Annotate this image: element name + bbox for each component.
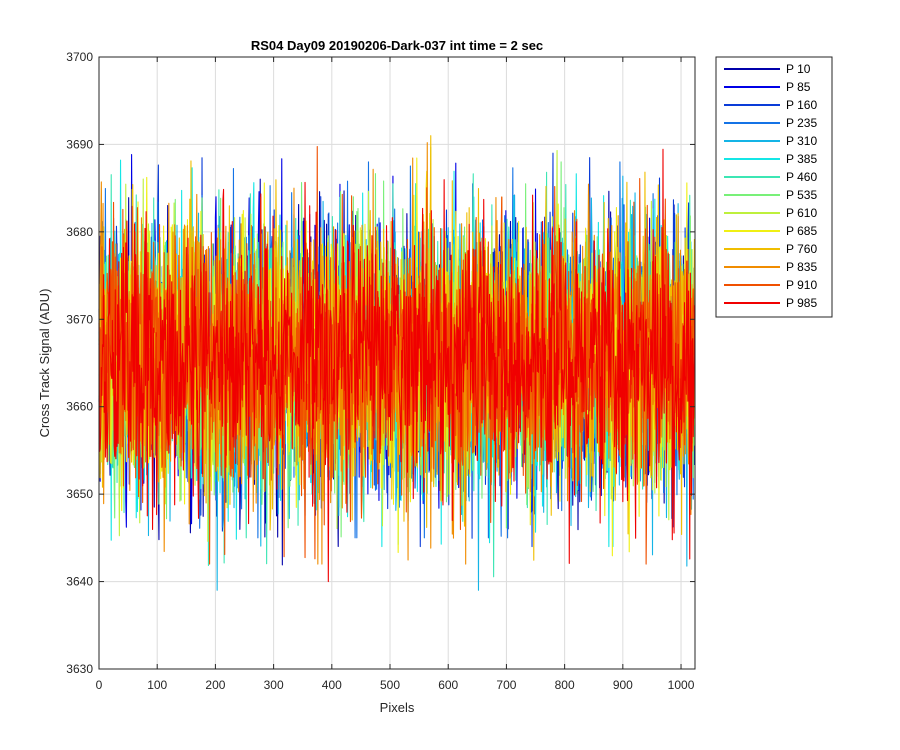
y-tick-label: 3680 (66, 225, 93, 239)
legend-label: P 985 (786, 296, 817, 310)
legend-label: P 835 (786, 260, 817, 274)
x-tick-label: 600 (438, 678, 458, 692)
legend-label: P 10 (786, 62, 811, 76)
chart-title: RS04 Day09 20190206-Dark-037 int time = … (251, 38, 543, 53)
legend-label: P 910 (786, 278, 817, 292)
legend-label: P 85 (786, 80, 811, 94)
series-line-p910 (98, 146, 695, 565)
x-tick-label: 100 (147, 678, 167, 692)
y-tick-label: 3640 (66, 575, 93, 589)
plot-frame (98, 56, 696, 670)
y-tick-label: 3630 (66, 662, 93, 676)
legend: P 10 P 85 P 160 P 235 P 310 P 385 P 460 P 535 P … (715, 56, 833, 318)
axis-ticks: 0 100 200 300 400 500 600 700 800 900 1000 3630 3640… (66, 50, 695, 692)
x-tick-label: 800 (555, 678, 575, 692)
y-tick-label: 3690 (66, 137, 93, 151)
legend-label: P 460 (786, 170, 817, 184)
legend-label: P 760 (786, 242, 817, 256)
legend-label: P 610 (786, 206, 817, 220)
legend-label: P 235 (786, 116, 817, 130)
x-tick-label: 300 (264, 678, 284, 692)
legend-label: P 160 (786, 98, 817, 112)
y-axis-label: Cross Track Signal (ADU) (37, 289, 52, 438)
legend-label: P 385 (786, 152, 817, 166)
x-tick-label: 200 (205, 678, 225, 692)
y-tick-label: 3650 (66, 487, 93, 501)
x-tick-label: 1000 (668, 678, 695, 692)
legend-box (715, 56, 833, 318)
x-tick-label: 500 (380, 678, 400, 692)
series-lines (98, 135, 695, 591)
y-tick-label: 3660 (66, 400, 93, 414)
y-tick-label: 3700 (66, 50, 93, 64)
legend-label: P 310 (786, 134, 817, 148)
x-tick-label: 0 (96, 678, 103, 692)
x-tick-label: 400 (322, 678, 342, 692)
x-tick-label: 900 (613, 678, 633, 692)
legend-label: P 685 (786, 224, 817, 238)
y-tick-label: 3670 (66, 312, 93, 326)
x-tick-label: 700 (496, 678, 516, 692)
series-line-p985 (98, 148, 695, 583)
x-axis-label: Pixels (380, 700, 415, 715)
legend-label: P 535 (786, 188, 817, 202)
